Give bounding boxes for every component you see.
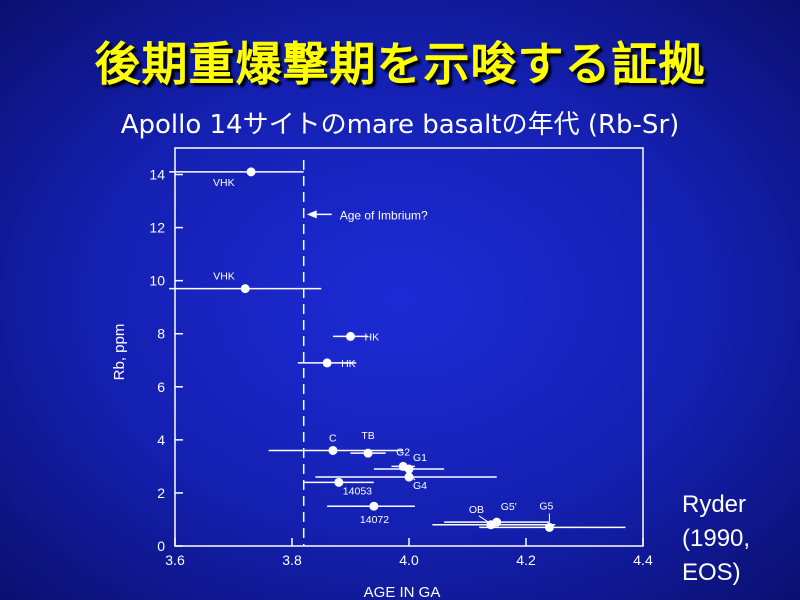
data-point xyxy=(346,331,355,341)
data-point-label: TB xyxy=(361,430,374,442)
data-point xyxy=(322,358,332,368)
data-point xyxy=(544,522,554,532)
data-point-label: 14053 xyxy=(343,485,372,497)
imbrium-arrow-head xyxy=(306,210,317,219)
x-tick-label: 4.4 xyxy=(633,552,653,568)
x-tick-label: 3.8 xyxy=(282,552,302,568)
data-point-label: G4 xyxy=(413,480,427,492)
x-tick-label: 4.2 xyxy=(516,552,536,568)
y-tick-label: 0 xyxy=(157,538,165,554)
y-tick-label: 14 xyxy=(149,167,165,183)
data-point xyxy=(404,464,414,474)
slide-subtitle: Apollo 14サイトのmare basaltの年代 (Rb-Sr) xyxy=(120,110,680,140)
data-point-label: G2 xyxy=(396,446,410,458)
data-point xyxy=(369,501,379,511)
data-point-label: C xyxy=(329,432,337,444)
data-point-label: VHK xyxy=(213,271,235,283)
data-point-label: VHK xyxy=(213,177,235,189)
y-tick-label: 8 xyxy=(157,326,165,342)
y-tick-label: 2 xyxy=(157,485,165,501)
label-pointer xyxy=(478,515,489,523)
data-point-label: G5' xyxy=(501,501,517,513)
slide-title: 後期重爆撃期を示唆する証拠 xyxy=(94,37,706,91)
data-point xyxy=(404,472,414,482)
data-point-label: HK xyxy=(341,358,356,370)
data-point xyxy=(363,448,373,458)
y-tick-label: 12 xyxy=(149,220,165,236)
label-pointer xyxy=(410,475,416,481)
y-tick-label: 10 xyxy=(149,273,165,289)
y-axis-label: Rb, ppm xyxy=(111,324,128,381)
credit-line-3: EOS) xyxy=(682,559,741,586)
data-point xyxy=(246,167,256,177)
credit: Ryder (1990, EOS) xyxy=(682,488,792,590)
x-tick-label: 4.0 xyxy=(399,552,419,568)
credit-line-1: Ryder xyxy=(682,491,747,518)
data-point xyxy=(240,284,250,294)
data-point-label: G5 xyxy=(539,500,553,512)
imbrium-label: Age of Imbrium? xyxy=(340,208,428,222)
data-point-label: G1 xyxy=(413,452,427,464)
data-point-label: OB xyxy=(469,504,484,516)
x-axis-label: AGE IN GA xyxy=(364,584,441,600)
data-point xyxy=(492,517,502,527)
y-tick-label: 4 xyxy=(157,432,165,448)
y-tick-label: 6 xyxy=(157,379,165,395)
data-point-label: HK xyxy=(365,331,380,343)
data-point xyxy=(334,477,344,487)
credit-line-2: (1990, xyxy=(682,525,751,552)
data-point xyxy=(328,445,338,455)
data-point-label: 14072 xyxy=(360,514,389,526)
x-tick-label: 3.6 xyxy=(165,552,185,568)
